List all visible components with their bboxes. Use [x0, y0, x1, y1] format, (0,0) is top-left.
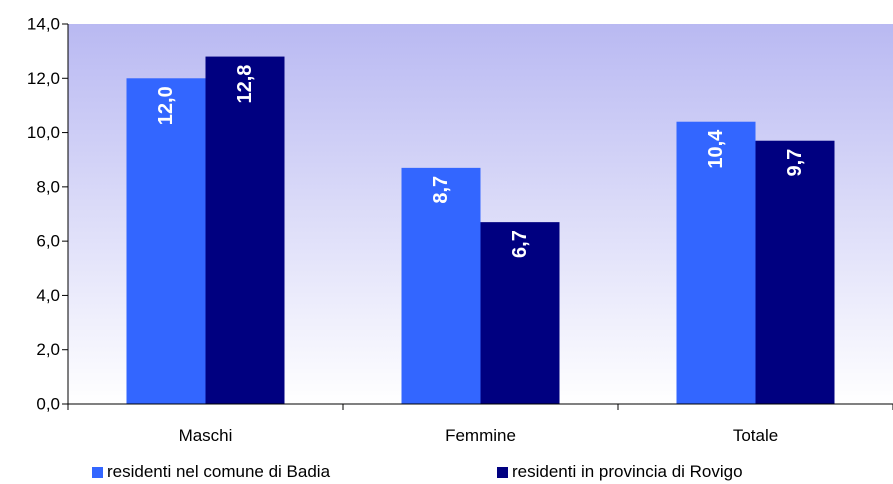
x-tick-label-totale: Totale [733, 426, 778, 445]
y-tick-label: 12,0 [27, 69, 60, 88]
y-tick-label: 6,0 [36, 232, 60, 251]
bar-label-femmine-series-1: 6,7 [509, 230, 531, 258]
bar-femmine-series-0 [401, 167, 481, 404]
legend-swatch-rovigo [497, 466, 508, 478]
y-tick-label: 4,0 [36, 286, 60, 305]
y-tick-label: 2,0 [36, 340, 60, 359]
bar-maschi-series-0 [126, 78, 206, 405]
legend-item-badia: residenti nel comune di Badia [92, 462, 330, 482]
y-tick-label: 8,0 [36, 177, 60, 196]
y-tick-label: 10,0 [27, 123, 60, 142]
bar-label-totale-series-1: 9,7 [784, 149, 806, 177]
bar-maschi-series-1 [205, 56, 285, 404]
bar-totale-series-1 [755, 140, 835, 404]
bar-label-totale-series-0: 10,4 [705, 129, 727, 169]
legend-item-rovigo: residenti in provincia di Rovigo [497, 462, 743, 482]
bar-label-femmine-series-0: 8,7 [430, 176, 452, 204]
legend-swatch-badia [92, 466, 103, 478]
y-tick-label: 0,0 [36, 395, 60, 414]
legend-label-rovigo: residenti in provincia di Rovigo [512, 462, 743, 481]
x-tick-label-maschi: Maschi [179, 426, 233, 445]
bar-femmine-series-1 [480, 222, 560, 404]
bar-totale-series-0 [676, 121, 756, 404]
bar-label-maschi-series-0: 12,0 [155, 86, 177, 125]
y-tick-label: 14,0 [27, 15, 60, 34]
x-tick-label-femmine: Femmine [445, 426, 516, 445]
legend-label-badia: residenti nel comune di Badia [107, 462, 331, 481]
bar-label-maschi-series-1: 12,8 [234, 65, 256, 104]
